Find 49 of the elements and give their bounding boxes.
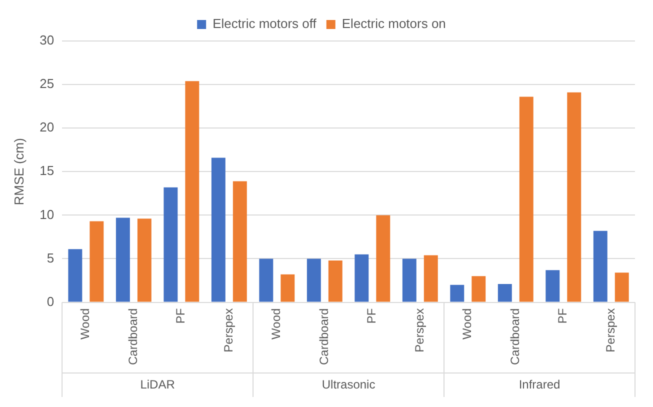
text: LiDAR bbox=[140, 377, 176, 392]
bar bbox=[90, 221, 104, 302]
bar bbox=[450, 284, 464, 302]
bar bbox=[68, 249, 82, 302]
y-axis-title: RMSE (cm) bbox=[11, 138, 26, 206]
bar bbox=[472, 276, 486, 302]
bar bbox=[567, 92, 582, 302]
bar bbox=[211, 158, 226, 302]
y-tick-label: 30 bbox=[40, 32, 54, 48]
x-tick-label: Wood bbox=[269, 308, 284, 340]
x-tick-label: Perspex bbox=[412, 308, 426, 352]
x-tick-label: Cardboard bbox=[508, 308, 522, 365]
bar bbox=[232, 181, 247, 302]
bar bbox=[137, 218, 152, 302]
bar bbox=[328, 260, 342, 302]
text: Ultrasonic bbox=[322, 377, 376, 392]
bar bbox=[280, 274, 295, 302]
bar bbox=[498, 284, 512, 302]
x-tick-label: Perspex bbox=[221, 308, 236, 352]
x-tick-label: Cardboard bbox=[126, 308, 140, 365]
bar bbox=[402, 258, 416, 302]
bar bbox=[546, 270, 560, 302]
bar bbox=[354, 254, 369, 302]
y-tick-label: 25 bbox=[40, 76, 54, 92]
y-tick-label: 15 bbox=[40, 163, 54, 178]
bar bbox=[424, 255, 438, 302]
x-tick-label: PF bbox=[556, 308, 570, 324]
x-tick-label: Wood bbox=[460, 308, 474, 340]
x-tick-label: PF bbox=[364, 308, 379, 324]
x-tick-label: Cardboard bbox=[316, 308, 331, 365]
bar bbox=[593, 230, 608, 302]
y-tick-label: 10 bbox=[40, 206, 54, 222]
x-tick-label: PF bbox=[174, 308, 188, 324]
y-tick-label: 20 bbox=[40, 120, 54, 135]
y-tick-label: 5 bbox=[46, 250, 54, 266]
bar bbox=[519, 96, 534, 302]
x-tick-label: Perspex bbox=[603, 308, 618, 352]
text: Infrared bbox=[518, 377, 560, 392]
bar bbox=[306, 258, 321, 302]
bar bbox=[259, 258, 274, 302]
bar bbox=[116, 218, 130, 302]
x-tick-label: Wood bbox=[78, 308, 92, 340]
legend-label: Electric motors on bbox=[342, 16, 446, 32]
bar bbox=[164, 187, 178, 302]
bar bbox=[185, 81, 200, 302]
bar bbox=[614, 272, 629, 302]
bar bbox=[376, 215, 390, 302]
y-tick-label: 0 bbox=[46, 294, 54, 309]
legend-label: Electric motors off bbox=[212, 16, 317, 32]
